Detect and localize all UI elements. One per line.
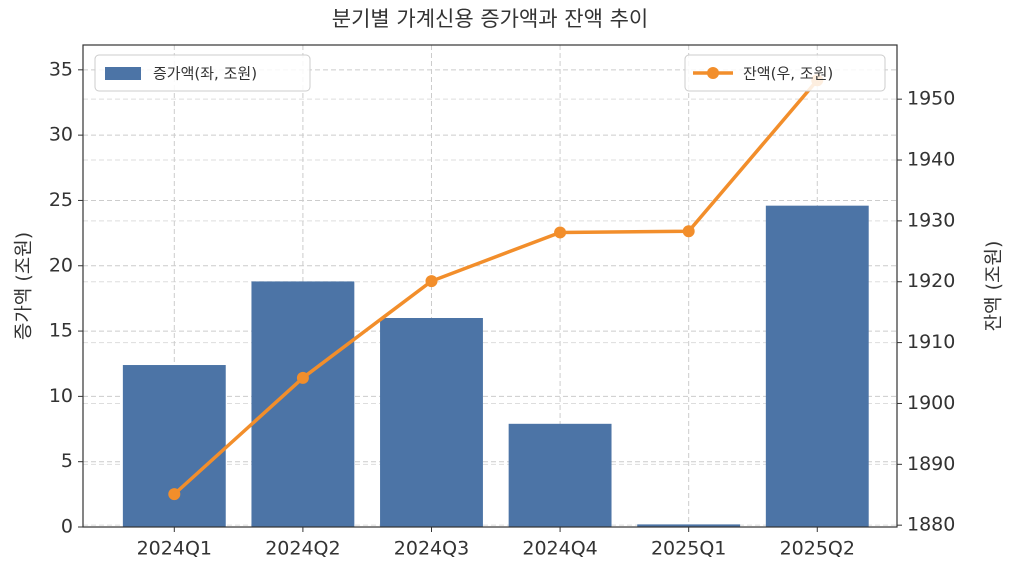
y-tick-label: 20 [49,254,73,276]
y-tick-label: 30 [49,124,73,146]
bar [765,205,869,527]
y2-tick-label: 1950 [907,88,955,110]
legend-label: 잔액(우, 조원) [743,65,833,83]
y2-tick-label: 1930 [907,209,955,231]
legend: 증가액(좌, 조원) [94,54,311,92]
y2-tick-label: 1920 [907,270,955,292]
legend-swatch [707,67,719,79]
y-tick-label: 15 [49,320,73,342]
x-tick-label: 2025Q2 [780,538,855,560]
y2-tick-label: 1940 [907,149,955,171]
bar [251,281,355,527]
y2-tick-label: 1910 [907,331,955,353]
legend-swatch [105,67,141,80]
y-tick-label: 5 [61,450,73,472]
y-tick-label: 25 [49,189,73,211]
line-point [168,488,181,501]
bar [637,524,741,527]
plot-frame [82,44,898,528]
x-tick-label: 2025Q1 [651,538,726,560]
line-point [554,226,567,239]
bar [508,423,612,527]
x-tick-label: 2024Q1 [137,538,212,560]
x-tick-label: 2024Q4 [522,538,597,560]
y-tick-label: 0 [61,516,73,538]
legend-box [684,54,886,92]
x-tick-label: 2024Q3 [394,538,469,560]
y-tick-label: 10 [49,385,73,407]
y2-tick-label: 1880 [907,514,955,536]
legend: 잔액(우, 조원) [684,54,886,92]
y-axis-label: 증가액 (조원) [13,232,35,340]
line-point [682,225,695,238]
bar [380,318,483,527]
chart-title: 분기별 가계신용 증가액과 잔액 추이 [332,7,649,31]
y-tick-label: 35 [49,58,73,80]
y2-tick-label: 1900 [907,392,955,414]
line [173,79,819,496]
line-point [425,275,438,288]
y2-tick-label: 1890 [907,453,955,475]
line-point [296,371,309,384]
legend-box [94,54,311,92]
legend-label: 증가액(좌, 조원) [153,65,257,83]
bar [122,365,226,527]
x-tick-label: 2024Q2 [265,538,340,560]
y2-axis-label: 잔액 (조원) [983,241,1005,332]
